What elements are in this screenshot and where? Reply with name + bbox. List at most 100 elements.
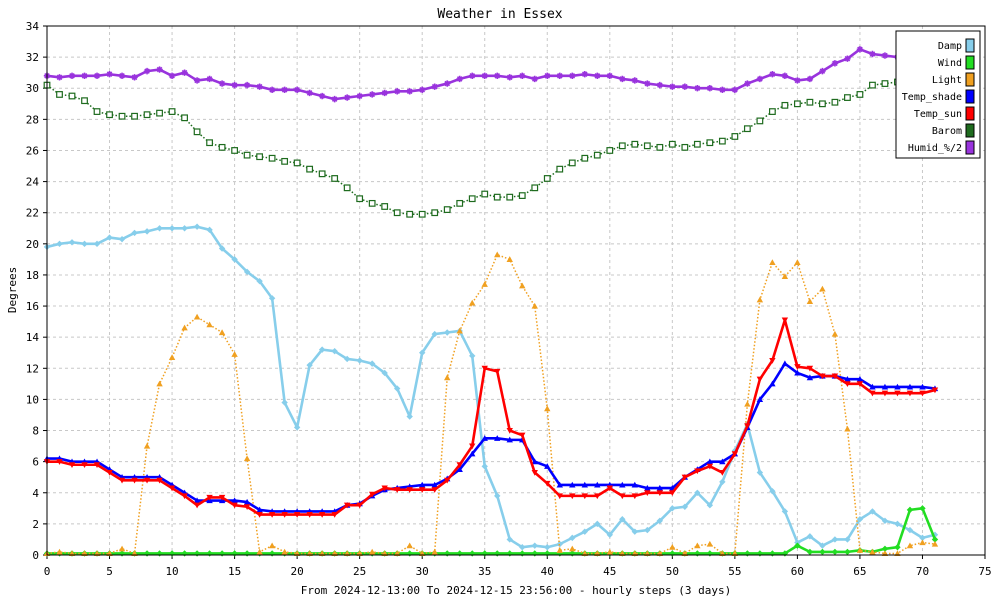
data-point [156,225,163,232]
x-tick-label: 10 [165,565,178,578]
data-point [844,425,851,432]
data-point [206,321,213,328]
data-point [906,383,914,390]
data-point [256,83,263,90]
data-point [456,550,463,557]
data-point [869,390,876,397]
data-point [106,469,113,476]
data-point [656,517,664,524]
data-point [118,545,126,552]
data-point [769,71,776,78]
data-point [781,360,789,367]
data-point [581,493,588,500]
data-point [406,550,413,557]
data-point [869,81,876,89]
data-point [243,151,251,159]
data-point [506,436,513,443]
data-point [569,550,576,557]
data-point [569,493,576,500]
data-point [831,98,839,106]
data-point [769,357,776,364]
data-point [243,81,251,89]
legend-swatch [965,123,975,138]
data-point [469,450,476,457]
data-point [218,494,226,501]
data-point [506,536,513,543]
data-point [831,60,839,67]
data-point [781,273,789,280]
legend-swatch [965,55,975,70]
data-point [293,159,301,167]
data-point [544,463,551,469]
data-point [881,383,889,390]
data-point [531,302,538,309]
y-tick-label: 20 [26,238,39,251]
data-point [881,545,889,552]
data-point [481,190,489,198]
data-point [368,491,376,498]
data-point [906,526,914,534]
data-point [168,550,176,557]
data-point [368,199,376,207]
data-point [331,95,338,103]
y-tick-label: 10 [26,393,39,406]
data-point [281,86,288,93]
data-point [844,548,851,556]
y-tick-label: 22 [26,207,39,220]
data-point [143,477,151,484]
data-point [218,143,226,151]
data-point [181,225,188,232]
data-point [669,544,676,550]
data-point [681,474,689,481]
data-point [744,400,751,407]
data-point [81,97,88,105]
y-tick-label: 2 [32,518,39,531]
data-point [844,94,851,101]
data-point [406,542,413,549]
data-point [568,159,576,167]
data-point [243,268,251,276]
data-point [768,108,776,115]
data-point [756,117,764,125]
data-point [106,234,113,241]
data-point [56,91,63,98]
x-tick-label: 75 [978,565,991,578]
data-point [493,193,501,201]
legend-swatch [965,89,975,104]
data-point [744,80,751,87]
data-point [156,550,163,557]
data-point [481,463,488,470]
data-point [381,369,388,377]
data-point [256,548,263,555]
data-point [606,531,613,538]
data-point [694,489,701,496]
data-point [381,485,388,492]
data-point [268,295,276,302]
data-point [869,508,876,515]
x-axis-ticks: 0 5 10 15 20 25 30 35 40 45 50 55 60 65 70 75 [44,555,992,578]
data-point [93,108,101,115]
plot-frame [46,25,986,556]
data-point [806,548,814,556]
data-point [844,536,851,543]
data-point [869,548,876,555]
data-point [581,481,588,488]
data-point [293,511,301,518]
x-tick-label: 20 [291,565,304,578]
data-point [719,478,726,486]
chart-title: Weather in Essex [437,7,562,22]
data-point [193,223,201,230]
data-point [156,477,163,484]
data-point [481,72,488,79]
data-point [731,86,739,93]
data-point [469,550,476,557]
data-point [856,46,864,53]
data-point [569,72,576,79]
data-point [681,503,689,510]
data-point [268,542,276,549]
data-point [181,69,188,76]
data-point [856,375,864,382]
data-point [793,100,801,108]
data-point [694,85,701,92]
data-point [619,493,626,500]
